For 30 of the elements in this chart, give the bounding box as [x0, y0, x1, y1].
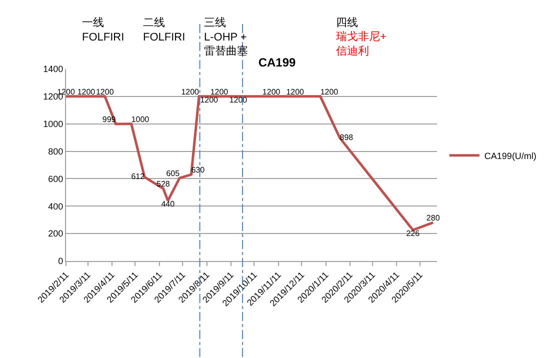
- data-label: 1200: [77, 87, 96, 96]
- data-label: 612: [131, 172, 146, 182]
- data-label: 1000: [131, 114, 150, 124]
- chart-title: CA199: [258, 55, 296, 70]
- text: 二线 FOLFIRI: [143, 16, 186, 44]
- data-label: 528: [156, 180, 170, 189]
- y-tick-label: 1400: [43, 64, 64, 74]
- data-label: 440: [161, 200, 176, 209]
- data-label: 605: [166, 169, 180, 178]
- y-tick-label: 600: [48, 174, 64, 184]
- legend-label: CA199(U/ml): [484, 150, 536, 161]
- text: 四线: [336, 16, 358, 29]
- y-tick-label: 800: [48, 146, 64, 156]
- y-tick-label: 200: [48, 228, 64, 239]
- y-tick-label: 1000: [43, 119, 64, 130]
- y-tick-label: 400: [48, 201, 64, 212]
- text: 三线 L-OHP + 雷替曲塞: [204, 16, 248, 58]
- data-label: 280: [426, 214, 440, 223]
- data-label: 1200: [320, 87, 339, 96]
- data-label: 898: [340, 132, 354, 142]
- text: 瑞戈非尼+ 信迪利: [336, 30, 386, 58]
- data-label: 226: [406, 229, 420, 238]
- data-label: 1200: [262, 87, 281, 96]
- y-tick-label: 0: [58, 256, 64, 266]
- data-label: 1200: [210, 87, 229, 96]
- data-label: 1200: [96, 87, 114, 96]
- data-label: 1200: [286, 87, 305, 96]
- data-label: 1200: [200, 95, 219, 104]
- data-label: 1200: [181, 87, 200, 96]
- text: 一线 FOLFIRI: [82, 16, 124, 44]
